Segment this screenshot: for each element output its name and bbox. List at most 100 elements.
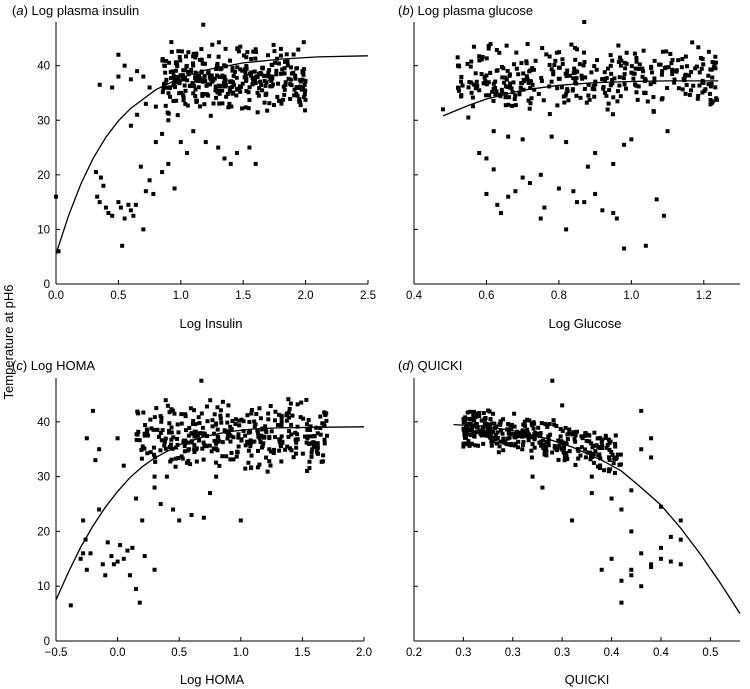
panel-b-data-point — [582, 20, 587, 24]
panel-b-data-point — [652, 80, 657, 85]
panel-a-data-point — [247, 98, 252, 103]
panel-a-data-point — [257, 86, 262, 91]
panel-a-data-point — [200, 61, 205, 66]
panel-b-data-point — [624, 50, 629, 55]
panel-a-data-point — [141, 74, 146, 79]
panel-d-data-point — [465, 432, 470, 437]
panel-d-data-point — [494, 433, 499, 438]
panel-d-data-point — [600, 437, 605, 442]
panel-a-data-point — [302, 92, 307, 97]
panel-d-data-point — [584, 438, 589, 443]
panel-d-data-point — [658, 504, 663, 509]
panel-c-x-axis-label: Log HOMA — [180, 672, 245, 687]
panel-b-data-point — [662, 66, 667, 71]
panel-c-data-point — [220, 454, 225, 459]
panel-a-title: (a) Log plasma insulin — [12, 3, 139, 18]
panel-c-data-point — [141, 410, 146, 415]
panel-c-title-text: Log HOMA — [31, 358, 96, 373]
panel-a-data-point — [138, 164, 143, 169]
panel-c-data-point — [305, 468, 310, 473]
panel-a-data-point — [296, 47, 301, 52]
panel-b-data-point — [491, 86, 496, 91]
panel-d-data-point — [488, 422, 493, 427]
panel-b-data-point — [649, 70, 654, 75]
panel-c-data-point — [276, 412, 281, 417]
panel-d-data-point — [493, 436, 498, 441]
panel-b-data-point — [549, 134, 554, 139]
panel-a-data-point — [230, 68, 235, 73]
panel-c-data-point — [249, 453, 254, 458]
panel-b-data-point — [527, 106, 532, 111]
panel-b-data-point — [481, 81, 486, 86]
panel-d-data-point — [498, 428, 503, 433]
panel-c-data-point — [183, 414, 188, 419]
panel-c-data-point — [162, 440, 167, 445]
panel-a-data-point — [234, 75, 239, 80]
panel-d-data-point — [502, 439, 507, 444]
panel-d-data-point — [565, 437, 570, 442]
panel-b-data-point — [469, 80, 474, 85]
panel-c-data-point — [134, 432, 139, 437]
panel-b-data-point — [465, 61, 470, 66]
panel-a-data-point — [288, 65, 293, 70]
panel-b-data-point — [621, 76, 626, 81]
panel-a-data-point — [253, 161, 258, 166]
panel-a-data-point — [303, 108, 308, 113]
panel-b-data-point — [617, 83, 622, 88]
panel-c-data-point — [213, 460, 218, 465]
panel-c-data-point — [142, 446, 147, 451]
panel-b-data-point — [634, 59, 639, 64]
panel-c-data-point — [262, 434, 267, 439]
panel-c-data-point — [241, 428, 246, 433]
panel-c-x-tick-label: 0.0 — [110, 647, 126, 659]
panel-d-data-point — [570, 518, 575, 523]
panel-b-data-point — [458, 79, 463, 84]
panel-a-data-point — [95, 194, 100, 199]
panel-a-data-point — [278, 71, 283, 76]
panel-b-data-point — [611, 161, 616, 166]
panel-c-data-point — [145, 451, 150, 456]
panel-b-data-point — [525, 42, 530, 47]
panel-b-data-point — [484, 191, 489, 196]
panel-b-data-point — [660, 69, 665, 74]
panel-c-data-point — [249, 411, 254, 416]
panel-b-data-point — [640, 66, 645, 71]
panel-b-data-point — [456, 85, 461, 90]
panel-a-data-point — [135, 112, 140, 117]
panel-d-title-letter: d — [402, 358, 410, 373]
panel-c-data-point — [286, 397, 291, 402]
panel-d-data-point — [511, 431, 516, 436]
panel-b-data-point — [591, 83, 596, 88]
panel-c-data-point — [246, 430, 251, 435]
panel-c-data-point — [279, 415, 284, 420]
panel-c-data-point — [312, 434, 317, 439]
panel-a-data-point — [289, 71, 294, 76]
panel-b-data-point — [698, 55, 703, 60]
panel-b-data-point — [706, 82, 711, 87]
panel-b-data-point — [571, 189, 576, 194]
panel-b-data-point — [672, 77, 677, 82]
panel-a-data-point — [197, 76, 202, 81]
panel-d-data-point — [529, 448, 534, 453]
panel-d-data-point — [544, 440, 549, 445]
panel-a-data-point — [301, 95, 306, 100]
panel-c-data-point — [194, 459, 199, 464]
panel-c-data-point — [239, 417, 244, 422]
panel-a-data-point — [303, 78, 308, 83]
panel-b-data-point — [505, 68, 510, 73]
panel-b-data-point — [555, 103, 560, 108]
panel-c-data-point — [220, 399, 225, 404]
panel-c-data-point — [228, 439, 233, 444]
panel-b-data-point — [521, 79, 526, 84]
panel-d-data-point — [595, 436, 600, 441]
panel-c-data-point — [257, 406, 262, 411]
panel-b-data-point — [574, 93, 579, 98]
panel-c-data-point — [321, 453, 326, 458]
panel-b-data-point — [557, 65, 562, 70]
panel-b-data-point — [714, 96, 719, 101]
panel-b-data-point — [479, 57, 484, 62]
panel-c-data-point — [235, 450, 240, 455]
panel-c-title-letter: c — [16, 358, 23, 373]
panel-a-data-point — [182, 75, 187, 80]
panel-a-data-point — [297, 99, 302, 104]
